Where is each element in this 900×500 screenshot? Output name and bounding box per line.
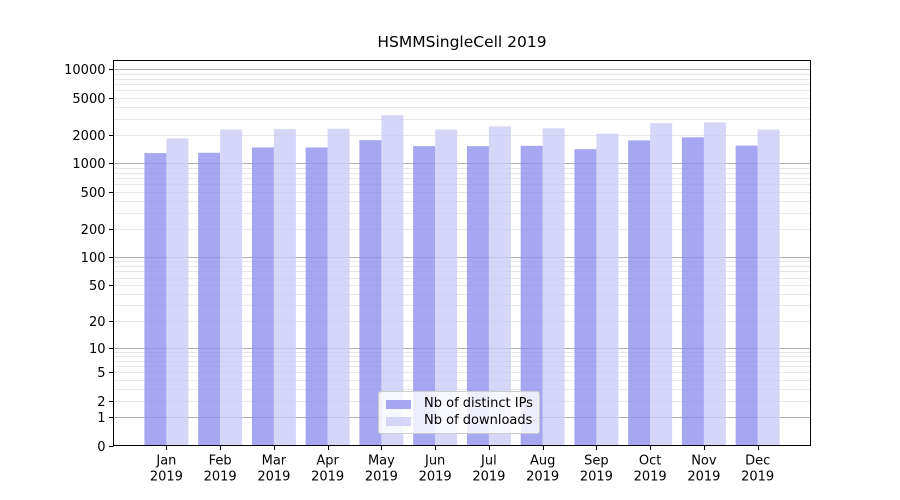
bar-nb-of-distinct-ips-apr	[305, 147, 328, 446]
x-tick-label-mar: Mar	[262, 454, 287, 469]
x-tick-year-label-oct: 2019	[634, 470, 667, 485]
y-tick-label-200: 200	[81, 223, 106, 238]
bar-nb-of-downloads-jan	[166, 138, 189, 446]
y-tick-label-50: 50	[89, 279, 106, 294]
bar-nb-of-distinct-ips-dec	[735, 145, 758, 446]
x-tick-year-label-may: 2019	[365, 470, 398, 485]
x-tick-label-jul: Jul	[480, 454, 497, 469]
x-tick-year-label-feb: 2019	[204, 470, 237, 485]
bar-nb-of-downloads-feb	[220, 129, 243, 446]
x-tick-year-label-jul: 2019	[472, 470, 505, 485]
x-tick-label-aug: Aug	[530, 454, 555, 469]
y-tick-label-100: 100	[81, 251, 106, 266]
bar-nb-of-distinct-ips-mar	[251, 147, 274, 446]
plot-area: 012510205010020050010002000500010000Jan2…	[64, 60, 811, 485]
y-tick-label-500: 500	[81, 186, 106, 201]
bar-nb-of-downloads-nov	[703, 122, 726, 446]
bar-nb-of-downloads-mar	[273, 129, 296, 446]
bar-nb-of-downloads-aug	[542, 128, 565, 446]
bar-nb-of-downloads-may	[381, 115, 404, 446]
legend-item: Nb of downloads	[386, 413, 533, 429]
x-tick-label-jan: Jan	[155, 454, 176, 469]
x-tick-label-may: May	[368, 454, 395, 469]
bar-nb-of-downloads-apr	[327, 128, 350, 446]
y-tick-label-2000: 2000	[72, 129, 105, 144]
x-tick-label-apr: Apr	[316, 454, 339, 469]
y-tick-label-1: 1	[97, 411, 105, 426]
bar-nb-of-downloads-sep	[596, 133, 619, 446]
legend-label-downloads: Nb of downloads	[424, 413, 533, 428]
bar-nb-of-downloads-jun	[435, 129, 458, 446]
bar-nb-of-distinct-ips-aug	[520, 145, 543, 446]
bar-nb-of-downloads-dec	[757, 129, 780, 446]
legend-item: Nb of distinct IPs	[386, 396, 533, 412]
x-tick-label-feb: Feb	[209, 454, 232, 469]
x-tick-year-label-jun: 2019	[419, 470, 452, 485]
x-tick-label-nov: Nov	[691, 454, 717, 469]
y-tick-label-2: 2	[97, 395, 105, 410]
legend-label-distinct-ips: Nb of distinct IPs	[424, 396, 533, 411]
x-tick-label-oct: Oct	[639, 454, 661, 469]
y-tick-label-1000: 1000	[72, 157, 105, 172]
x-tick-year-label-mar: 2019	[257, 470, 290, 485]
x-tick-year-label-jan: 2019	[150, 470, 183, 485]
bar-nb-of-distinct-ips-feb	[198, 152, 221, 446]
x-tick-year-label-apr: 2019	[311, 470, 344, 485]
bar-nb-of-distinct-ips-sep	[574, 149, 597, 446]
legend-swatch-downloads-icon	[386, 416, 411, 426]
x-tick-year-label-nov: 2019	[687, 470, 720, 485]
bar-nb-of-distinct-ips-oct	[628, 140, 651, 446]
x-tick-label-dec: Dec	[745, 454, 770, 469]
bar-nb-of-distinct-ips-may	[359, 140, 382, 446]
bar-nb-of-distinct-ips-nov	[681, 137, 704, 446]
y-tick-label-5: 5	[97, 366, 105, 381]
y-tick-label-10: 10	[89, 342, 106, 357]
x-tick-year-label-dec: 2019	[741, 470, 774, 485]
x-tick-label-sep: Sep	[584, 454, 609, 469]
bar-nb-of-distinct-ips-jul	[466, 146, 489, 446]
bar-nb-of-downloads-jul	[488, 126, 511, 446]
y-tick-label-5000: 5000	[72, 92, 105, 107]
x-tick-year-label-aug: 2019	[526, 470, 559, 485]
bar-nb-of-downloads-oct	[650, 123, 673, 446]
x-tick-label-jun: Jun	[424, 454, 445, 469]
legend-swatch-distinct-ips-icon	[386, 399, 411, 409]
chart-title: HSMMSingleCell 2019	[377, 33, 546, 51]
x-tick-year-label-sep: 2019	[580, 470, 613, 485]
y-tick-label-0: 0	[97, 440, 105, 455]
bar-nb-of-distinct-ips-jun	[413, 146, 436, 446]
legend: Nb of distinct IPs Nb of downloads	[378, 391, 540, 434]
y-tick-label-10000: 10000	[64, 63, 105, 78]
bar-nb-of-distinct-ips-jan	[144, 153, 167, 446]
plot-frame	[113, 60, 811, 446]
y-tick-label-20: 20	[89, 315, 106, 330]
